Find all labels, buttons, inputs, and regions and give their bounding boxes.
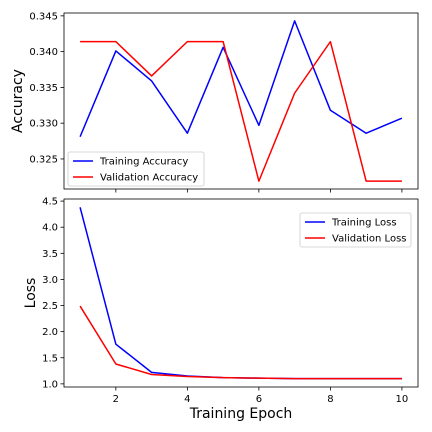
legend-label-training-accuracy: Training Accuracy — [99, 157, 188, 168]
series-line-training-accuracy — [79, 20, 403, 138]
y-tick-label: 0.335 — [29, 83, 58, 94]
plot-frame — [63, 198, 419, 388]
y-tick-label: 0.325 — [29, 154, 58, 165]
y-tick-label: 0.345 — [29, 11, 58, 22]
legend-label-validation-accuracy: Validation Accuracy — [100, 173, 198, 184]
series-line-validation-accuracy — [80, 40, 402, 182]
legend: Training Loss Validation Loss — [299, 212, 412, 248]
x-tick-label: 4 — [184, 394, 190, 405]
y-tick-label: 4.5 — [42, 197, 58, 208]
x-axis-label: Training Epoch — [189, 406, 293, 422]
y-tick-label: 1.0 — [42, 379, 58, 390]
accuracy-chart: 0.325 0.330 0.335 0.340 0.345 Accuracy Trainin… — [10, 11, 419, 193]
y-tick-label: 0.330 — [29, 119, 58, 130]
y-tick-label: 4.0 — [42, 223, 58, 234]
x-tick-label: 8 — [327, 394, 333, 405]
loss-chart: 2 4 6 8 10 1.0 1.5 2.0 2.5 3.0 3.5 4.0 4.5 Loss Traini… — [23, 197, 419, 422]
legend: Training Accuracy Validation Accuracy — [67, 151, 205, 187]
y-tick-label: 1.5 — [42, 353, 58, 364]
y-tick-label: 2.5 — [42, 301, 58, 312]
series-line-validation-loss — [79, 305, 402, 380]
legend-label-validation-loss: Validation Loss — [332, 234, 407, 245]
y-tick-label: 3.5 — [42, 249, 58, 260]
y-axis-label: Loss — [23, 278, 39, 309]
y-tick-label: 3.0 — [42, 275, 58, 286]
legend-box — [299, 212, 412, 248]
x-tick-label: 10 — [396, 394, 409, 405]
legend-label-training-loss: Training Loss — [331, 218, 397, 229]
y-axis-label: Accuracy — [10, 69, 26, 133]
y-tick-label: 0.340 — [29, 47, 58, 58]
y-tick-label: 2.0 — [42, 327, 58, 338]
plot-frame — [63, 12, 419, 190]
x-tick-label: 2 — [113, 394, 119, 405]
legend-box — [67, 151, 205, 187]
x-tick-label: 6 — [256, 394, 262, 405]
